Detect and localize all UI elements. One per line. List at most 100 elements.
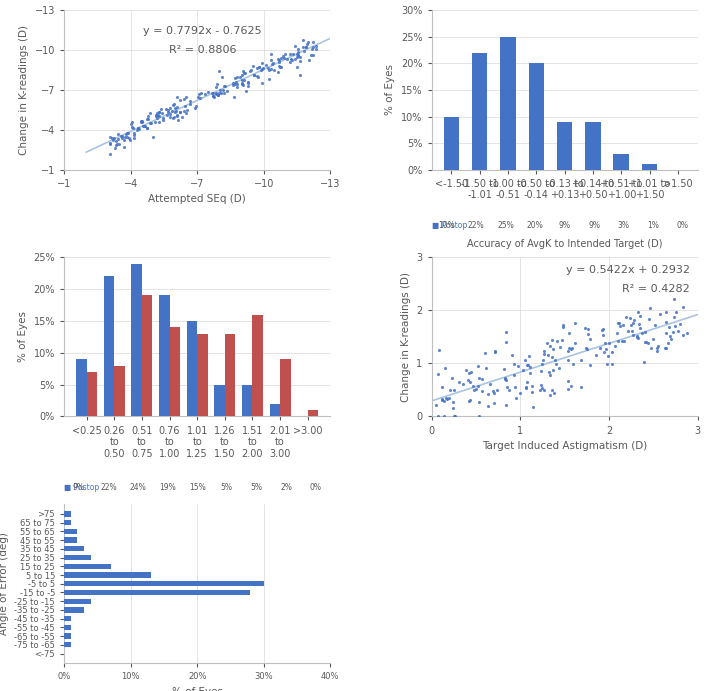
Point [128, 127, 140, 138]
Point [669, 293, 680, 304]
Point [227, 77, 239, 88]
Text: 9%: 9% [280, 506, 292, 515]
Point [498, 364, 510, 375]
Point [644, 303, 656, 314]
Point [627, 330, 639, 341]
Point [664, 331, 676, 342]
Point [298, 41, 309, 52]
Point [669, 321, 681, 332]
Y-axis label: % of Eyes: % of Eyes [385, 64, 395, 115]
Point [191, 101, 202, 112]
Text: 20%: 20% [527, 220, 543, 229]
Point [172, 111, 183, 122]
Point [562, 354, 574, 365]
Point [537, 354, 548, 366]
Text: 13%: 13% [219, 506, 235, 515]
Point [237, 65, 248, 76]
Bar [64, 511, 70, 517]
Point [125, 118, 137, 129]
Point [310, 40, 322, 51]
Point [500, 337, 511, 348]
Point [169, 106, 181, 117]
Point [600, 343, 612, 354]
Point [553, 363, 565, 374]
Point [236, 69, 248, 80]
Bar [242, 385, 253, 417]
Point [211, 88, 222, 100]
Point [123, 133, 135, 144]
Point [266, 59, 278, 70]
Point [256, 77, 268, 88]
Point [543, 366, 555, 377]
Point [433, 345, 444, 356]
Point [548, 344, 559, 355]
Point [525, 368, 536, 379]
Text: 1%: 1% [310, 506, 322, 515]
Text: 9%: 9% [73, 484, 85, 493]
Point [666, 334, 677, 345]
Text: 24%: 24% [130, 484, 147, 493]
Point [438, 395, 449, 406]
Point [112, 134, 124, 145]
Point [489, 347, 501, 358]
Point [291, 61, 303, 73]
Point [607, 358, 618, 369]
Point [584, 333, 595, 344]
Point [603, 337, 614, 348]
Bar [104, 276, 115, 417]
Point [541, 337, 553, 348]
Point [141, 122, 152, 133]
Point [674, 319, 686, 330]
Point [127, 117, 138, 128]
Point [284, 57, 295, 68]
Point [167, 100, 178, 111]
Point [668, 327, 679, 338]
Text: 8%: 8% [103, 506, 115, 515]
Bar [253, 314, 263, 417]
Y-axis label: % of Eyes: % of Eyes [18, 312, 28, 362]
Text: 10%: 10% [438, 220, 455, 229]
Point [104, 149, 115, 160]
Point [500, 326, 511, 337]
Point [145, 118, 156, 129]
Point [162, 104, 173, 115]
Point [575, 382, 587, 393]
Bar [132, 263, 142, 417]
Point [285, 48, 296, 59]
Text: 13%: 13% [189, 506, 206, 515]
Point [542, 350, 553, 361]
Point [600, 337, 611, 348]
Point [172, 110, 183, 121]
Point [640, 326, 651, 337]
Point [597, 323, 608, 334]
Point [122, 127, 133, 138]
Text: y = 0.7792x - 0.7625: y = 0.7792x - 0.7625 [143, 26, 262, 37]
Point [295, 70, 306, 81]
Text: 22%: 22% [468, 220, 484, 229]
Point [236, 79, 248, 90]
Point [105, 138, 116, 149]
Bar [76, 359, 87, 417]
Point [569, 338, 580, 349]
Point [273, 56, 284, 67]
Point [257, 63, 268, 74]
Point [150, 109, 162, 120]
Point [256, 64, 267, 75]
Point [252, 62, 263, 73]
Point [624, 312, 636, 323]
Point [464, 394, 476, 405]
Point [436, 382, 448, 393]
Point [454, 377, 465, 388]
Point [242, 80, 253, 91]
Point [303, 54, 315, 65]
Bar [270, 404, 280, 417]
Point [565, 343, 577, 354]
Point [253, 61, 264, 73]
Point [671, 307, 682, 318]
Point [557, 334, 568, 345]
Point [625, 320, 637, 331]
Point [582, 323, 593, 334]
Text: 2%: 2% [280, 484, 292, 493]
Point [501, 399, 512, 410]
Text: 14%: 14% [159, 506, 176, 515]
